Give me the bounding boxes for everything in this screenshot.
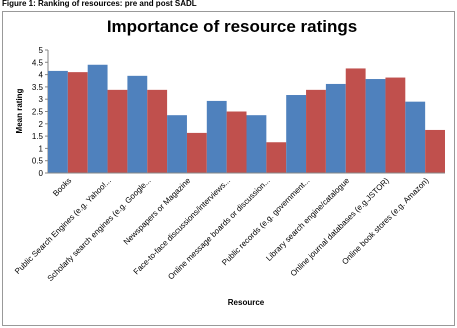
x-tick-label: Library search engine/catalogue	[264, 176, 351, 263]
y-tick-label: 1	[39, 144, 44, 153]
bar	[226, 111, 247, 173]
bar	[405, 101, 426, 173]
bar	[147, 89, 168, 173]
bar	[345, 68, 366, 173]
bar	[206, 100, 227, 173]
figure-caption: Figure 1: Ranking of resources: pre and …	[2, 0, 197, 8]
y-tick-label: 0.5	[32, 157, 44, 166]
bar	[325, 83, 346, 173]
y-tick-label: 3.5	[32, 83, 44, 92]
y-tick-label: 2.5	[32, 108, 44, 117]
y-tick-label: 5	[39, 46, 44, 55]
y-tick-label: 3	[39, 95, 44, 104]
y-tick-label: 4	[39, 71, 44, 80]
y-tick-label: 0	[39, 169, 44, 178]
bar	[266, 142, 287, 173]
bar	[107, 89, 128, 173]
chart-frame	[2, 11, 455, 326]
bar	[286, 95, 307, 173]
bar	[67, 72, 88, 173]
y-tick-label: 1.5	[32, 132, 44, 141]
x-tick-label: Newspapers or Magazine	[122, 176, 193, 247]
bar	[246, 115, 267, 173]
x-tick-label: Public records (e.g. government...	[220, 176, 311, 267]
bar	[306, 89, 326, 173]
chart-title: Importance of resource ratings	[107, 17, 357, 36]
bar	[365, 79, 386, 173]
y-axis-label: Mean rating	[15, 88, 24, 133]
x-axis-label: Resource	[228, 298, 265, 307]
y-tick-label: 4.5	[32, 58, 44, 67]
x-tick-label: Books	[51, 176, 73, 198]
x-tick-label: Online book stores (e.g. Amazon)	[340, 176, 431, 267]
bar	[48, 70, 68, 173]
bar	[87, 64, 108, 173]
bar	[186, 132, 207, 173]
bar	[425, 129, 445, 173]
bar	[385, 77, 406, 173]
bar	[127, 75, 148, 173]
bar	[167, 115, 187, 173]
y-tick-label: 2	[39, 120, 44, 129]
